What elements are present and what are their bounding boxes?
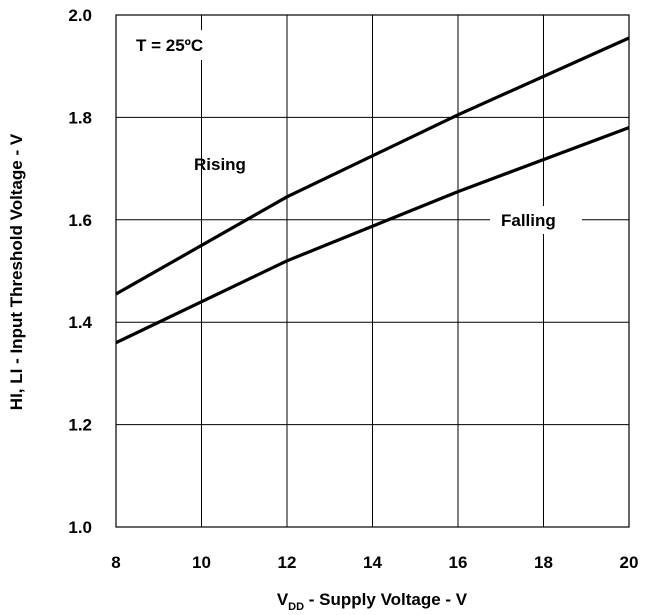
x-tick-label: 20 — [620, 553, 639, 572]
y-tick-label: 1.4 — [68, 313, 92, 332]
annotation-condition: T = 25ºC — [136, 36, 203, 55]
y-tick-label: 2.0 — [68, 6, 92, 25]
annotation-falling: Falling — [501, 211, 556, 230]
x-axis-title-rest: - Supply Voltage - V — [304, 590, 468, 609]
x-tick-label: 14 — [363, 553, 382, 572]
x-tick-label: 10 — [192, 553, 211, 572]
y-tick-label: 1.0 — [68, 518, 92, 537]
annotation-condition-bg — [128, 30, 224, 60]
series-line-falling — [115, 126, 630, 345]
y-tick-label: 1.2 — [68, 416, 92, 435]
y-tick-label: 1.6 — [68, 211, 92, 230]
plot-frame — [115, 14, 630, 528]
x-tick-label: 8 — [111, 553, 120, 572]
x-axis-title-main: V — [277, 590, 289, 609]
annotation-rising: Rising — [194, 155, 246, 174]
x-axis-title-subscript: DD — [288, 601, 304, 613]
x-tick-label: 12 — [278, 553, 297, 572]
y-axis-title: HI, LI - Input Threshold Voltage - V — [7, 133, 26, 410]
annotation-falling-bg — [490, 206, 582, 234]
tick-labels: 8 10 12 14 16 18 20 1.0 1.2 1.4 1.6 1.8 2.0 — [68, 6, 638, 572]
x-tick-label: 16 — [449, 553, 468, 572]
series-group — [115, 36, 630, 345]
series-line-rising — [115, 36, 630, 296]
grid-lines — [116, 15, 629, 527]
y-tick-label: 1.8 — [68, 108, 92, 127]
x-axis-title: VDD - Supply Voltage - V — [277, 590, 468, 613]
x-tick-label: 18 — [534, 553, 553, 572]
